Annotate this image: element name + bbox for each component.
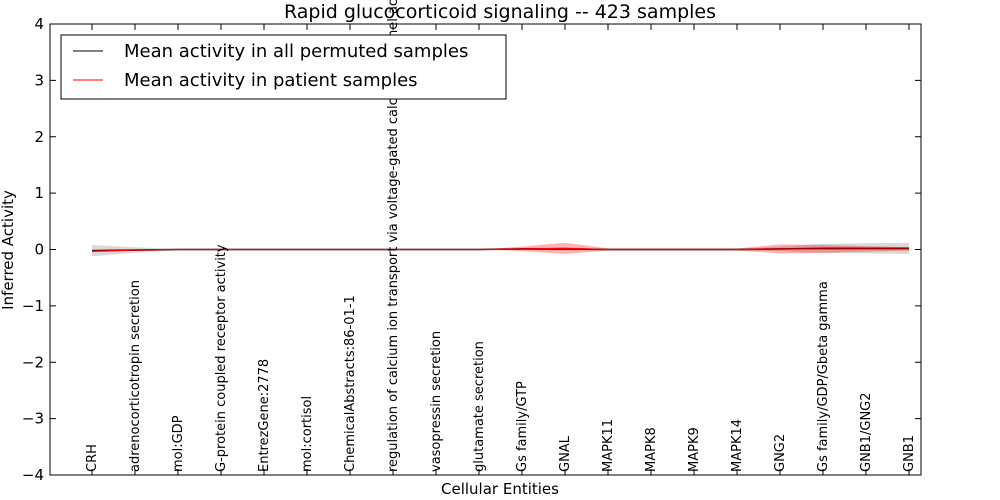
legend-label-permuted: Mean activity in all permuted samples — [124, 41, 468, 62]
x-category-label: GNB1/GNG2 — [859, 392, 874, 472]
y-tick-label: −1 — [22, 297, 44, 315]
x-category-label: CRH — [85, 444, 100, 472]
y-tick-label: −2 — [22, 353, 44, 371]
x-category-label: ChemicalAbstracts:86-01-1 — [343, 295, 358, 472]
y-tick-label: 3 — [34, 71, 44, 89]
x-category-label: mol:GDP — [171, 415, 186, 472]
y-tick-label: 1 — [34, 184, 44, 202]
x-category-label: GNB1 — [902, 435, 917, 472]
series-line-patient — [91, 247, 909, 252]
x-category-label: GNG2 — [773, 434, 788, 472]
x-category-label: MAPK14 — [730, 419, 745, 472]
legend: Mean activity in all permuted samples Me… — [60, 34, 507, 100]
y-tick-label: 4 — [34, 15, 44, 33]
y-tick-label: −4 — [22, 466, 44, 484]
plot-area — [91, 242, 909, 257]
series-band-patient — [92, 242, 909, 255]
x-category-label: Gs family/GDP/Gbeta gamma — [816, 281, 831, 472]
x-category-label: regulation of calcium ion transport via … — [386, 0, 401, 472]
chart-title: Rapid glucocorticoid signaling -- 423 sa… — [284, 1, 716, 23]
x-category-label: mol:cortisol — [300, 396, 315, 472]
x-category-label: MAPK8 — [644, 427, 659, 472]
legend-box — [60, 34, 507, 100]
x-category-label: adrenocorticotropin secretion — [128, 280, 143, 472]
x-category-label: EntrezGene:2778 — [257, 359, 272, 472]
x-axis-categories: CRH adrenocorticotropin secretion mol:GDP G… — [85, 0, 917, 475]
legend-label-patient: Mean activity in patient samples — [124, 70, 418, 91]
x-category-label: Gs family/GTP — [515, 381, 530, 472]
x-category-label: MAPK11 — [601, 419, 616, 472]
y-tick-label: 0 — [34, 241, 44, 259]
x-category-label: GNAL — [558, 435, 573, 472]
x-category-label: G-protein coupled receptor activity — [214, 244, 229, 472]
y-tick-label: 2 — [34, 128, 44, 146]
y-axis-label: Inferred Activity — [0, 190, 17, 310]
x-category-label: MAPK9 — [687, 427, 702, 472]
x-category-label: vasopressin secretion — [429, 331, 444, 472]
y-tick-label: −3 — [22, 410, 44, 428]
x-category-label: glutamate secretion — [472, 341, 487, 472]
x-axis-label: Cellular Entities — [441, 480, 559, 498]
y-axis: 4 3 2 1 0 −1 −2 −3 −4 — [22, 15, 921, 484]
